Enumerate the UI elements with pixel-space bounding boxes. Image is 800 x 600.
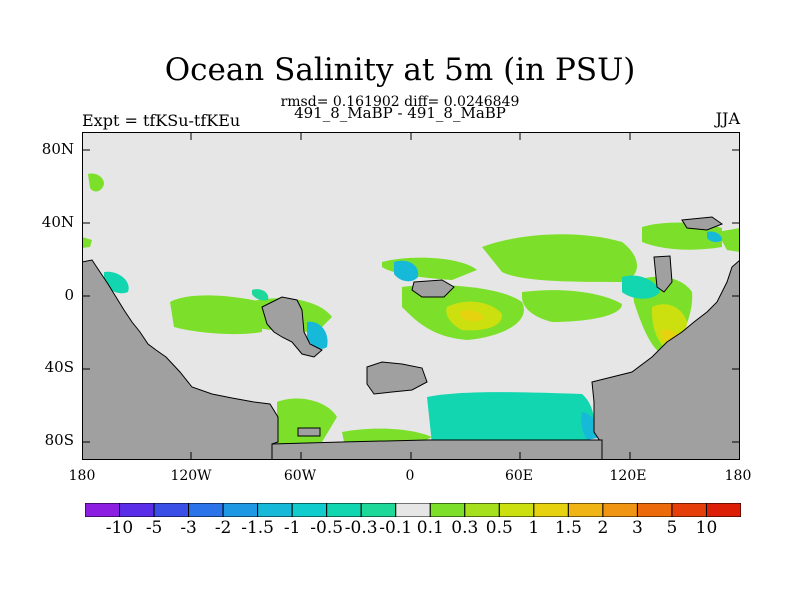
models-label: 491_8_MaBP - 491_8_MaBP <box>294 104 506 122</box>
colorbar-swatch <box>326 503 362 517</box>
lat-tick-eq: 0 <box>64 286 74 304</box>
colorbar-swatch <box>360 503 397 517</box>
colorbar-swatch <box>291 503 328 517</box>
colorbar-swatch <box>533 503 569 517</box>
colorbar-swatch <box>85 503 121 517</box>
lon-tick-60e: 60E <box>504 468 534 484</box>
colorbar-swatch <box>671 503 707 517</box>
colorbar-label: 5 <box>666 518 678 538</box>
colorbar-swatch <box>222 503 259 517</box>
lon-tick-60w: 60W <box>283 468 317 484</box>
colorbar-swatch <box>498 503 535 517</box>
colorbar-swatch <box>429 503 466 517</box>
lat-tick-40s: 40S <box>44 358 74 376</box>
map-title: Ocean Salinity at 5m (in PSU) <box>164 52 636 88</box>
colorbar-label: -2 <box>214 518 232 538</box>
lat-tick-80s: 80S <box>44 431 74 449</box>
lon-tick-120e: 120E <box>609 468 647 484</box>
salinity-map <box>82 132 740 460</box>
colorbar-label: 2 <box>597 518 609 538</box>
colorbar-swatch <box>257 503 293 517</box>
colorbar-swatch <box>464 503 500 517</box>
colorbar-swatch <box>153 503 190 517</box>
stats-line: rmsd= 0.161902 diff= 0.0246849 <box>280 94 520 110</box>
colorbar-label: 0.5 <box>485 518 513 538</box>
colorbar-label: 10 <box>695 518 718 538</box>
colorbar-swatch <box>567 503 604 517</box>
colorbar-label: -1.5 <box>241 518 274 538</box>
colorbar-swatch <box>636 503 673 517</box>
lon-tick-120w: 120W <box>170 468 212 484</box>
colorbar-label: 1 <box>528 518 540 538</box>
colorbar-label: 0.1 <box>416 518 444 538</box>
colorbar-label: 0.3 <box>451 518 479 538</box>
colorbar-label: -10 <box>105 518 134 538</box>
lon-tick-0: 0 <box>405 468 415 484</box>
season-label: JJA <box>715 109 740 128</box>
colorbar-label: -3 <box>180 518 197 538</box>
colorbar-swatch <box>395 503 431 517</box>
colorbar-swatch <box>119 503 155 517</box>
lon-tick-180e: 180 <box>724 468 752 484</box>
colorbar-label: -1 <box>283 518 301 538</box>
colorbar-label: -0.1 <box>379 518 413 538</box>
experiment-label: Expt = tfKSu-tfKEu <box>82 111 241 130</box>
colorbar-swatch <box>602 503 638 517</box>
colorbar-swatch <box>188 503 224 517</box>
colorbar <box>85 503 741 517</box>
colorbar-swatch <box>705 503 741 517</box>
colorbar-label: 1.5 <box>554 518 582 538</box>
colorbar-label: -5 <box>145 518 163 538</box>
lat-tick-80n: 80N <box>41 140 74 158</box>
colorbar-label: 3 <box>631 518 643 538</box>
negative-anomaly-regions <box>104 231 722 444</box>
axis-ticks <box>82 132 740 460</box>
colorbar-label: -0.3 <box>344 518 378 538</box>
lon-tick-180w: 180 <box>68 468 96 484</box>
colorbar-label: -0.5 <box>310 518 344 538</box>
lat-tick-40n: 40N <box>41 213 74 231</box>
